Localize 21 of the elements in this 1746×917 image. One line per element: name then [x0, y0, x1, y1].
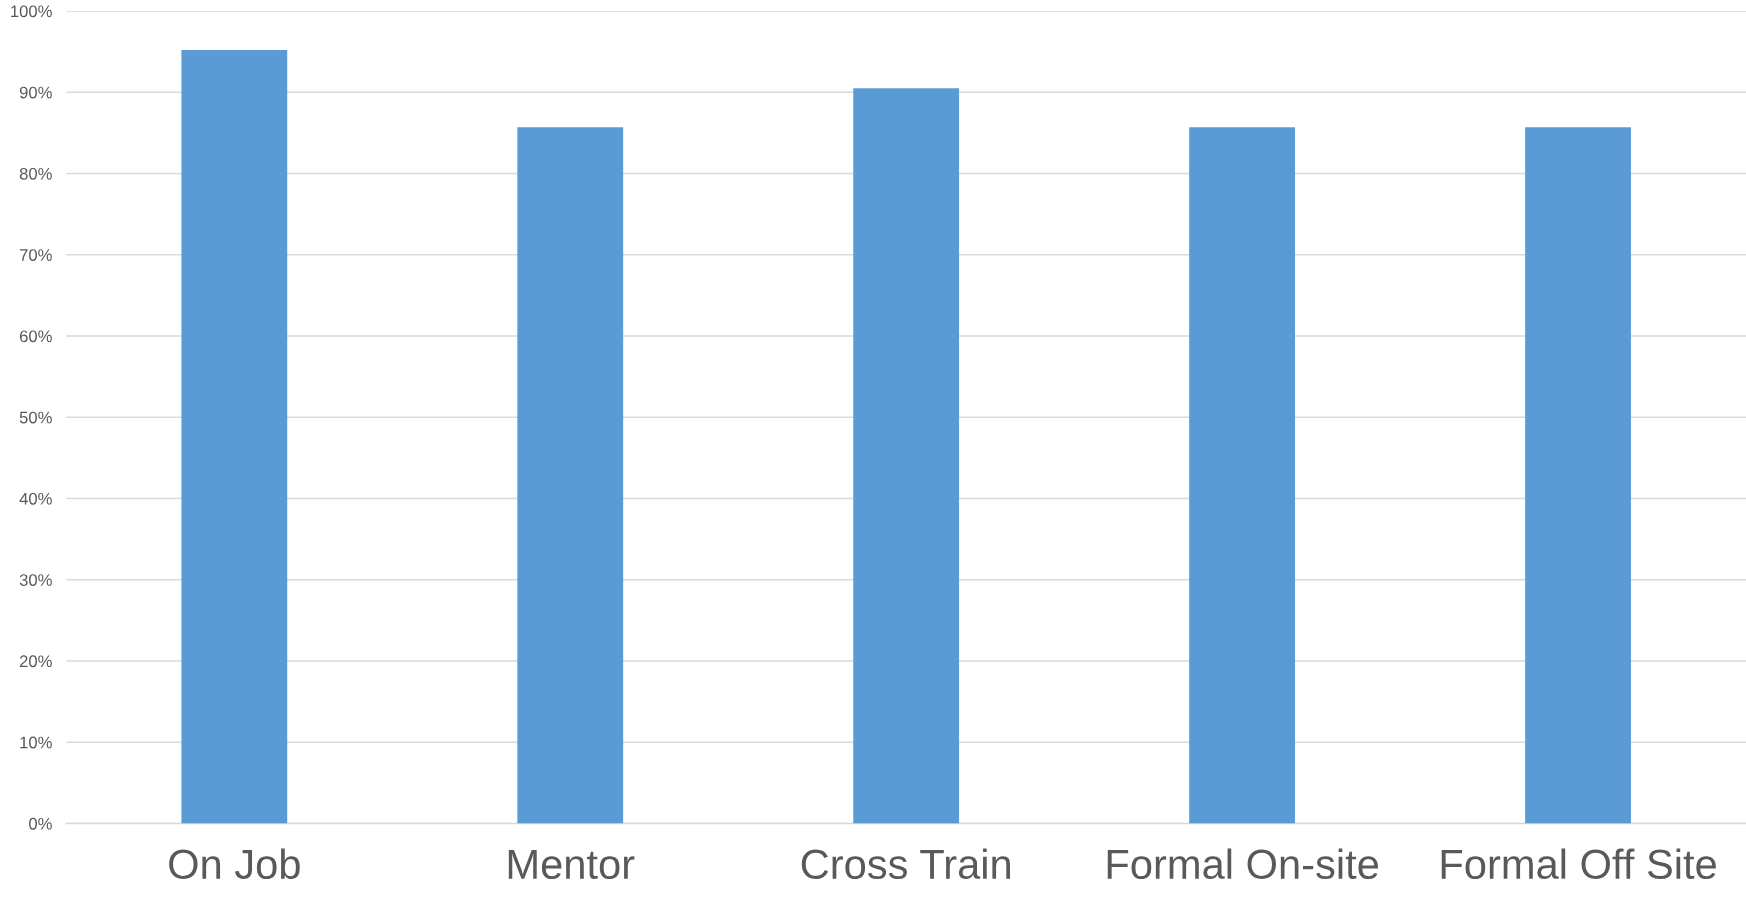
x-tick-label: On Job — [169, 848, 300, 880]
x-tick-label: Formal Off Site — [1441, 848, 1716, 880]
y-tick-label: 50% — [19, 411, 52, 424]
x-tick-label: Mentor — [508, 850, 635, 880]
y-tick-label: 100% — [11, 5, 52, 18]
y-tick-label: 20% — [19, 655, 52, 668]
y-tick-label: 90% — [19, 86, 52, 99]
x-tick-label: Cross Train — [801, 848, 1010, 880]
y-tick-label: 60% — [19, 330, 52, 343]
bar — [517, 127, 624, 824]
bar — [1525, 127, 1631, 824]
y-tick-label: 70% — [19, 249, 52, 261]
bar — [853, 88, 960, 824]
y-tick-label: 30% — [19, 574, 52, 586]
y-tick-label: 0% — [29, 817, 52, 830]
y-tick-label: 40% — [19, 492, 52, 505]
x-tick-label: Formal On-site — [1107, 848, 1379, 880]
bar — [1189, 127, 1296, 824]
bar — [181, 50, 288, 824]
y-tick-label: 10% — [20, 736, 52, 749]
y-tick-label: 80% — [19, 167, 52, 180]
